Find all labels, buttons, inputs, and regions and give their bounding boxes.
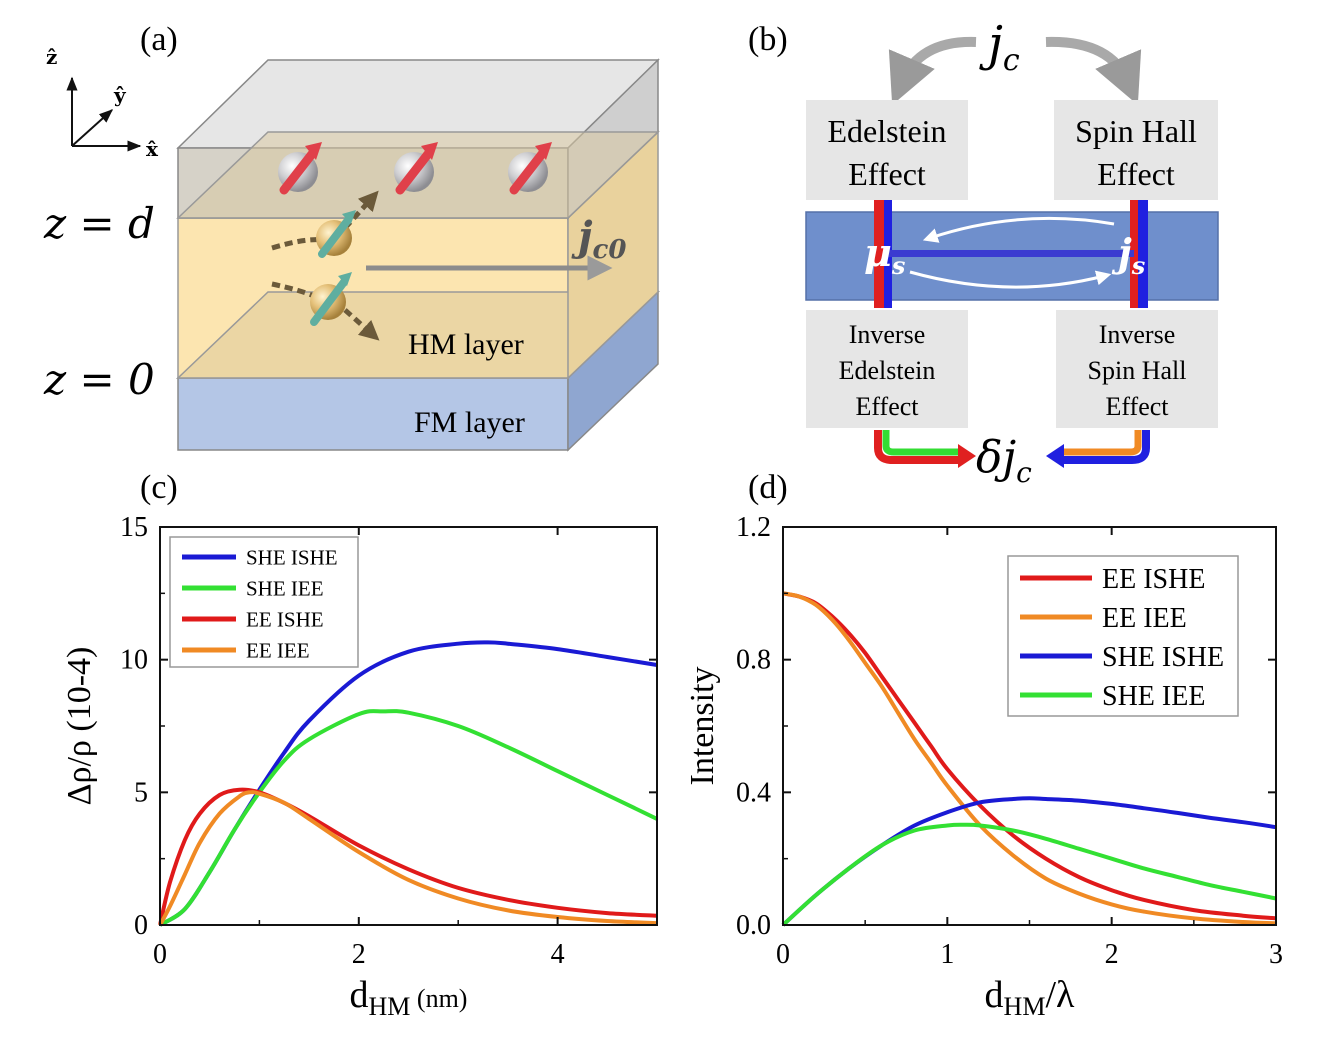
x-axis-label: dHM (nm) — [350, 974, 468, 1021]
spin-arrow — [318, 216, 352, 258]
edelstein-line2: Effect — [848, 156, 926, 192]
right-blue-bar — [1138, 200, 1148, 308]
spin-sphere — [278, 142, 322, 195]
y-axis-label: Intensity — [684, 667, 721, 786]
y-tick-label: 1.2 — [736, 512, 771, 543]
x-label-sub: HM — [1004, 992, 1046, 1021]
inv-spinhall-box — [1056, 310, 1218, 428]
edelstein-line1: Edelstein — [827, 113, 946, 149]
mu-s-label: μs — [864, 230, 906, 280]
spin-arrow — [310, 278, 348, 326]
legend-entry: EE ISHE — [246, 607, 324, 631]
spin-sphere — [394, 142, 438, 195]
jc-right-arrow — [1045, 36, 1142, 105]
fm-layer-label: FM layer — [414, 406, 525, 439]
y-tick-label: 15 — [120, 512, 148, 543]
series-line-she-iee — [781, 822, 1277, 927]
x-tick-label: 1 — [940, 939, 954, 970]
legend-entry: SHE IEE — [246, 576, 324, 600]
y-tick-label: 5 — [134, 777, 148, 808]
edelstein-box — [806, 100, 968, 200]
inv-spinhall-line2: Spin Hall — [1088, 356, 1187, 385]
hm-electrons — [271, 190, 380, 341]
jc-label: jc — [979, 16, 1020, 78]
z-top-label: z = d — [43, 199, 155, 248]
series-line-ee-ishe — [782, 591, 1277, 921]
series-line-ee-iee — [782, 591, 1277, 926]
panel-b: (b) jc Edelstein Effect Spin Hall Effect… — [748, 16, 1219, 489]
x-tick-label: 4 — [551, 939, 565, 970]
y-axis-label: Δρ/ρ (10-4) — [61, 647, 98, 806]
legend-entry: EE IEE — [1102, 603, 1187, 634]
inv-edelstein-line2: Edelstein — [839, 356, 936, 385]
panel-a-tag: (a) — [140, 21, 178, 58]
y-tick-label: 0.8 — [736, 645, 771, 676]
panel-a: (a) ẑ ŷ x̂ — [43, 21, 660, 452]
delta-jc-label: δjc — [976, 432, 1032, 489]
legend-entry: SHE IEE — [1102, 681, 1205, 712]
y-axis-label: ŷ — [113, 83, 127, 107]
legend-entry: SHE ISHE — [246, 545, 338, 569]
z-bottom-label: z = 0 — [43, 355, 155, 404]
y-tick-label: 10 — [120, 645, 148, 676]
x-label-unit: /λ — [1045, 974, 1075, 1016]
x-tick-label: 3 — [1269, 939, 1283, 970]
series-line-ee-iee — [158, 790, 658, 926]
spin-flow-arrow-bottom — [909, 270, 1112, 289]
inv-spinhall-line1: Inverse — [1099, 320, 1176, 349]
x-tick-label: 0 — [153, 939, 167, 970]
inv-edelstein-line1: Inverse — [849, 320, 926, 349]
x-label-unit: (nm) — [410, 984, 467, 1013]
spin-flow-arrow-top — [922, 216, 1115, 243]
x-label-main: d — [985, 974, 1004, 1016]
x-label-main: d — [350, 974, 369, 1016]
y-tick-label: 0.0 — [736, 910, 771, 941]
x-tick-label: 2 — [352, 939, 366, 970]
inv-spinhall-line3: Effect — [1105, 392, 1169, 421]
electron-path — [343, 308, 380, 341]
y-tick-label: 0.4 — [736, 777, 771, 808]
panel-d-tag: (d) — [748, 469, 788, 506]
inv-edelstein-line3: Effect — [855, 392, 919, 421]
delta-jc-arrows — [874, 430, 1150, 468]
x-axis-label: x̂ — [146, 137, 159, 161]
panel-d: (d) 0 1 2 3 0.0 0.4 0.8 1.2 Intensity dHM/λ EE ISH… — [684, 469, 1283, 1021]
left-red-bar — [874, 200, 884, 308]
y-tick-label: 0 — [134, 910, 148, 941]
panel-c: (c) 0 2 4 0 5 10 15 Δρ/ρ (10-4) dHM (nm) SHE ISHE… — [61, 469, 658, 1021]
spin-sphere — [508, 142, 552, 195]
x-label-sub: HM — [369, 992, 411, 1021]
coordinate-axes — [66, 76, 142, 152]
legend-entry: EE IEE — [246, 638, 310, 662]
jc-left-arrow — [888, 36, 977, 105]
legend-entry: SHE ISHE — [1102, 642, 1224, 673]
hm-layer-label: HM layer — [408, 328, 524, 361]
spinhall-line1: Spin Hall — [1075, 113, 1197, 149]
connect-bar — [888, 250, 1134, 257]
electron-path — [271, 237, 323, 251]
legend-box — [1007, 555, 1239, 717]
series-line-ee-ishe — [158, 787, 658, 926]
legend: SHE ISHE SHE IEE EE ISHE EE IEE — [169, 536, 359, 668]
fm-spins — [278, 142, 552, 195]
x-axis-label: dHM/λ — [985, 974, 1075, 1021]
inv-edelstein-box — [806, 310, 968, 428]
y-axis-arrow — [71, 109, 114, 147]
spinhall-box — [1054, 100, 1218, 200]
spinhall-line2: Effect — [1097, 156, 1175, 192]
x-tick-label: 0 — [776, 939, 790, 970]
panel-b-tag: (b) — [748, 21, 788, 58]
panel-c-tag: (c) — [140, 469, 178, 506]
legend: EE ISHE EE IEE SHE ISHE SHE IEE — [1007, 555, 1239, 717]
x-tick-label: 2 — [1105, 939, 1119, 970]
legend-entry: EE ISHE — [1102, 564, 1205, 595]
z-axis-label: ẑ — [46, 45, 57, 69]
series-line-she-iee — [158, 709, 658, 927]
